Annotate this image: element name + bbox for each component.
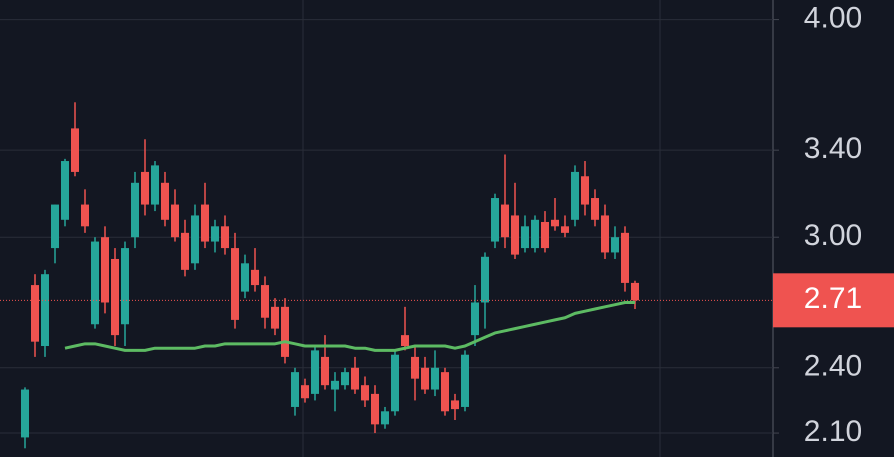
y-tick-label: 3.00 [804, 219, 862, 252]
candle-body [441, 372, 449, 412]
candle-body [361, 385, 369, 401]
candle-body [631, 282, 639, 301]
candle-body [421, 367, 429, 390]
last-price-label: 2.71 [804, 282, 862, 315]
candle-body [241, 263, 249, 292]
candle-body [621, 232, 629, 283]
candle-body [551, 219, 559, 227]
candle-body [391, 354, 399, 412]
candle-body [171, 204, 179, 238]
candle-body [211, 226, 219, 242]
candle-body [401, 335, 409, 347]
candle-body [221, 226, 229, 249]
candle-body [191, 215, 199, 264]
candle-body [111, 258, 119, 336]
candle-body [491, 198, 499, 242]
candle-body [131, 182, 139, 238]
candle-body [531, 219, 539, 249]
candle-body [61, 161, 69, 220]
candle-body [431, 367, 439, 390]
candle-body [301, 385, 309, 399]
candle-body [581, 176, 589, 205]
candle-body [461, 354, 469, 407]
y-tick-label: 2.40 [804, 350, 862, 383]
candle-body [341, 372, 349, 386]
candle-body [121, 248, 129, 325]
candle-body [271, 306, 279, 329]
y-tick-label: 4.00 [804, 2, 862, 35]
candle-body [141, 171, 149, 205]
candle-body [201, 204, 209, 242]
candle-body [331, 380, 339, 390]
candle-body [281, 306, 289, 357]
candle-body [381, 411, 389, 425]
candle-body [21, 389, 29, 438]
candle-body [81, 204, 89, 227]
candle-body [571, 171, 579, 220]
candle-body [511, 215, 519, 255]
last-price-badge [773, 273, 894, 328]
candle-body [521, 226, 529, 249]
candle-body [181, 232, 189, 270]
candle-body [51, 204, 59, 249]
candle-body [601, 215, 609, 253]
candle-body [261, 285, 269, 318]
candle-body [351, 367, 359, 390]
candle-body [451, 400, 459, 410]
candle-body [411, 356, 419, 379]
y-tick-label: 2.10 [804, 415, 862, 448]
candle-body [41, 274, 49, 347]
candle-body [231, 248, 239, 320]
candle-body [501, 204, 509, 238]
candle-body [311, 350, 319, 394]
candle-body [471, 302, 479, 336]
y-tick-label: 3.40 [804, 132, 862, 165]
candle-body [541, 221, 549, 249]
candle-body [561, 226, 569, 233]
candle-body [251, 269, 259, 286]
candle-body [591, 198, 599, 220]
candle-body [91, 241, 99, 325]
candle-body [161, 182, 169, 220]
candle-body [611, 237, 619, 253]
candle-body [101, 237, 109, 303]
candle-body [371, 393, 379, 425]
candle-body [31, 285, 39, 342]
candle-body [71, 128, 79, 172]
moving-average-line [64, 300, 635, 352]
candle-body [151, 165, 159, 205]
candle-body [291, 372, 299, 407]
candle-body [481, 256, 489, 303]
candle-body [321, 356, 329, 386]
